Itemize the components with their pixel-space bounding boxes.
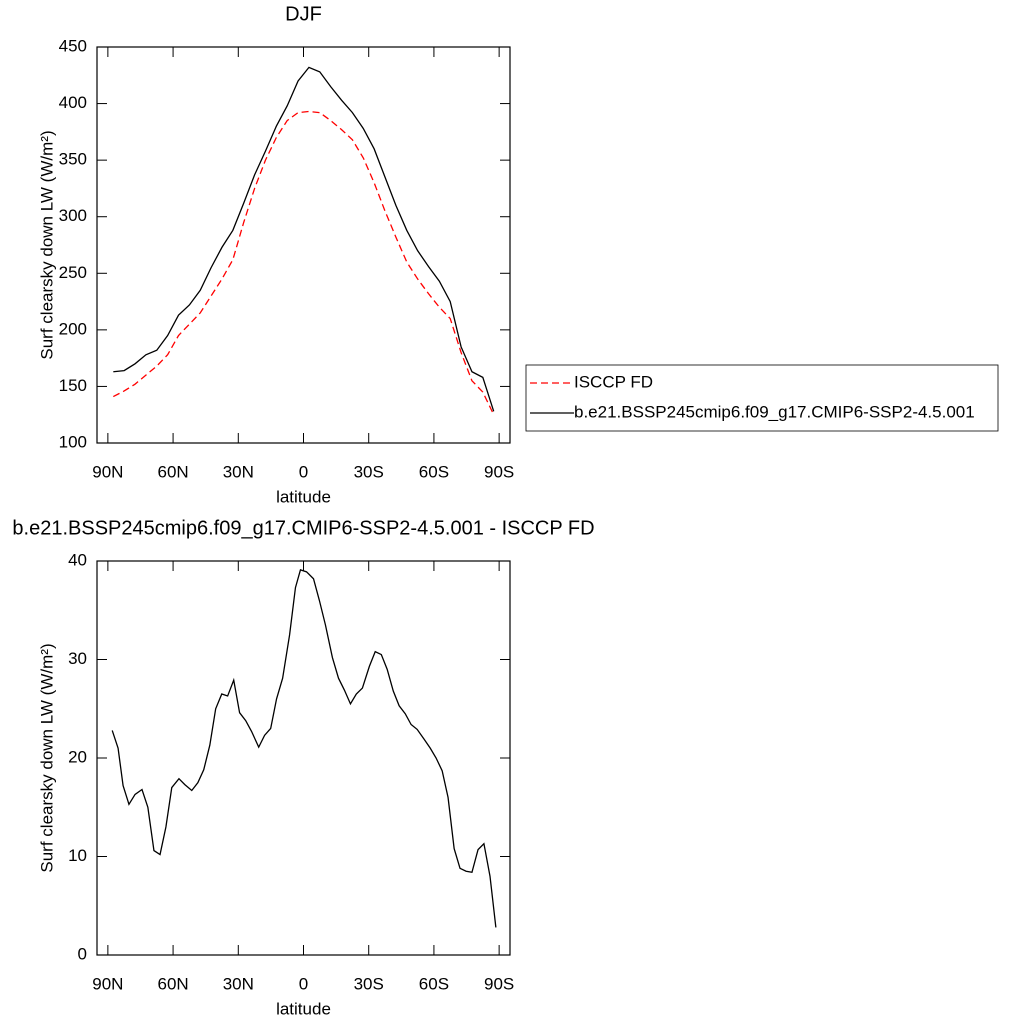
data-line	[111, 569, 497, 928]
data-line	[112, 110, 495, 415]
x-tick-label: 60S	[419, 462, 449, 481]
y-tick-label: 20	[68, 747, 87, 766]
y-axis-label: Surf clearsky down LW (W/m²)	[37, 130, 56, 359]
x-tick-label: 90S	[484, 462, 514, 481]
chart-title: b.e21.BSSP245cmip6.f09_g17.CMIP6-SSP2-4.…	[12, 517, 594, 539]
x-tick-label: 30S	[354, 974, 384, 993]
y-tick-label: 10	[68, 846, 87, 865]
y-tick-label: 250	[59, 263, 87, 282]
x-tick-label: 0	[299, 462, 308, 481]
y-axis-label: Surf clearsky down LW (W/m²)	[37, 643, 56, 872]
x-tick-label: 60S	[419, 974, 449, 993]
x-tick-label: 0	[299, 974, 308, 993]
x-tick-label: 60N	[157, 974, 188, 993]
y-tick-label: 30	[68, 649, 87, 668]
y-tick-label: 100	[59, 432, 87, 451]
legend-box	[525, 364, 999, 432]
y-tick-label: 450	[59, 36, 87, 55]
legend-label: ISCCP FD	[574, 372, 653, 391]
y-tick-label: 350	[59, 150, 87, 169]
x-axis-label: latitude	[276, 999, 331, 1018]
x-tick-label: 30N	[223, 974, 254, 993]
y-tick-label: 300	[59, 206, 87, 225]
x-tick-label: 30S	[354, 462, 384, 481]
y-tick-label: 0	[78, 944, 87, 963]
legend-label: b.e21.BSSP245cmip6.f09_g17.CMIP6-SSP2-4.…	[574, 402, 975, 421]
chart-title: DJF	[285, 3, 322, 25]
x-tick-label: 90S	[484, 974, 514, 993]
data-line	[113, 66, 495, 412]
x-axis-label: latitude	[276, 487, 331, 506]
y-tick-label: 150	[59, 376, 87, 395]
x-tick-label: 90N	[92, 974, 123, 993]
y-tick-label: 400	[59, 93, 87, 112]
x-tick-label: 60N	[157, 462, 188, 481]
y-tick-label: 200	[59, 319, 87, 338]
x-tick-label: 90N	[92, 462, 123, 481]
x-tick-label: 30N	[223, 462, 254, 481]
plot-frame	[96, 560, 511, 956]
y-tick-label: 40	[68, 550, 87, 569]
plot-frame	[96, 46, 511, 444]
